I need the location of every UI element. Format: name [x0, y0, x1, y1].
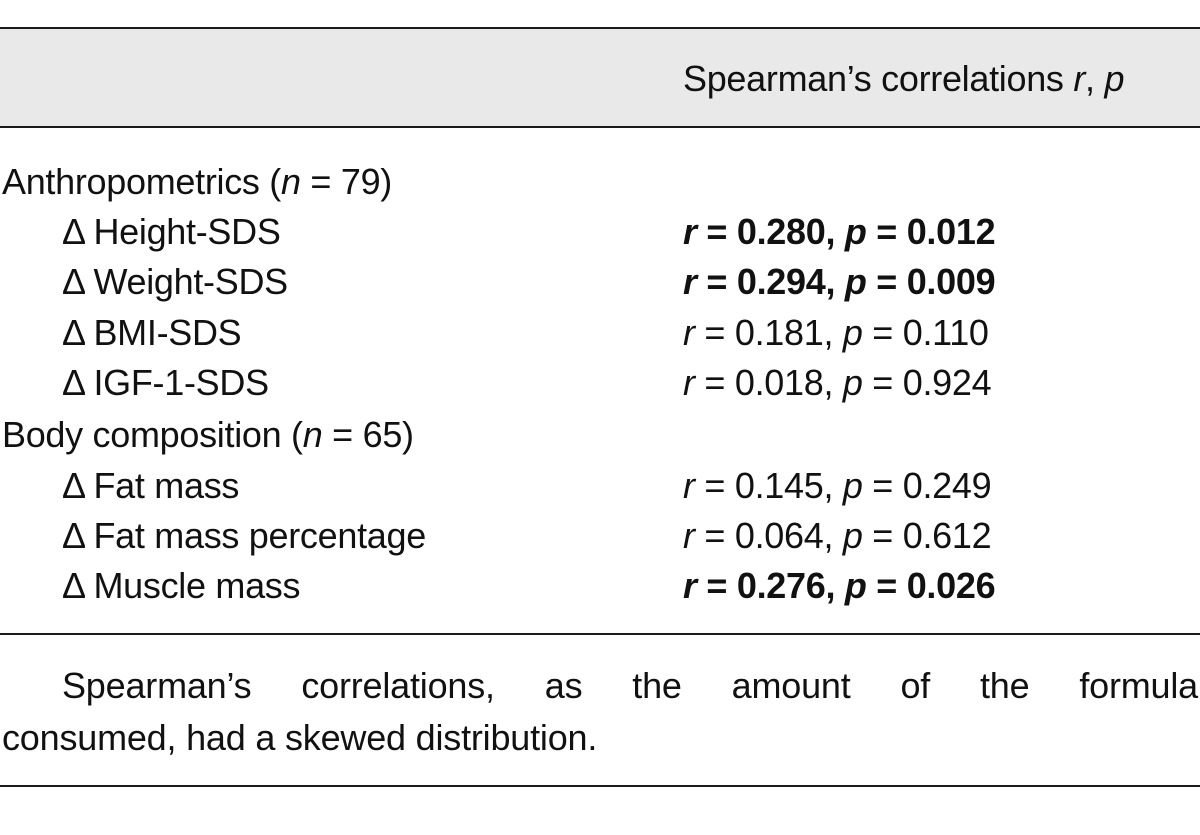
value-separator: ,	[823, 465, 843, 506]
r-symbol: r	[683, 312, 695, 353]
equals-sign: =	[862, 362, 903, 403]
correlation-value: r = 0.181, p = 0.110	[683, 308, 989, 358]
column-header-separator: ,	[1085, 58, 1105, 99]
group-label: Body composition (n = 65)	[2, 410, 414, 460]
correlation-value: r = 0.276, p = 0.026	[683, 561, 996, 611]
p-value: 0.009	[906, 261, 996, 302]
table-group-row: Body composition (n = 65)	[0, 410, 1200, 460]
variable-label: Δ Fat mass	[62, 465, 240, 506]
table-row: Δ Height-SDS r = 0.280, p = 0.012	[0, 207, 1200, 257]
variable-label: Δ Fat mass percentage	[62, 515, 426, 556]
r-value: 0.018	[734, 362, 824, 403]
p-value: 0.249	[902, 465, 992, 506]
table-group-row: Anthropometrics (n = 79)	[0, 157, 1200, 207]
value-separator: ,	[825, 565, 845, 606]
r-value: 0.280	[736, 211, 826, 252]
value-separator: ,	[825, 211, 845, 252]
column-header-r-symbol: r	[1073, 58, 1086, 99]
p-symbol: p	[844, 211, 867, 252]
equals-sign: =	[862, 515, 903, 556]
equals-sign: =	[694, 515, 735, 556]
table-row: Δ Weight-SDS r = 0.294, p = 0.009	[0, 257, 1200, 307]
value-separator: ,	[823, 515, 843, 556]
p-value: 0.110	[902, 312, 989, 353]
r-value: 0.181	[734, 312, 824, 353]
p-symbol: p	[844, 565, 867, 606]
p-symbol: p	[842, 515, 863, 556]
r-symbol: r	[683, 211, 697, 252]
footnote-bottom-rule	[0, 785, 1200, 787]
equals-sign: =	[696, 565, 737, 606]
value-separator: ,	[825, 261, 845, 302]
equals-sign: =	[696, 211, 737, 252]
r-symbol: r	[683, 565, 697, 606]
p-value: 0.026	[906, 565, 996, 606]
correlation-value: r = 0.018, p = 0.924	[683, 358, 992, 408]
table-row: Δ Muscle mass r = 0.276, p = 0.026	[0, 561, 1200, 611]
variable-label: Δ Height-SDS	[62, 211, 281, 252]
r-value: 0.064	[734, 515, 824, 556]
variable-label: Δ Muscle mass	[62, 565, 301, 606]
equals-sign: =	[694, 312, 735, 353]
equals-sign: =	[862, 312, 903, 353]
p-symbol: p	[844, 261, 867, 302]
table-row: Δ BMI-SDS r = 0.181, p = 0.110	[0, 308, 1200, 358]
r-symbol: r	[683, 362, 695, 403]
table-bottom-rule	[0, 633, 1200, 635]
column-header-p-symbol: p	[1104, 58, 1125, 99]
sample-size-symbol: n	[302, 414, 323, 455]
p-symbol: p	[842, 362, 863, 403]
correlation-value: r = 0.064, p = 0.612	[683, 511, 992, 561]
correlation-value: r = 0.280, p = 0.012	[683, 207, 996, 257]
variable-label: Δ Weight-SDS	[62, 261, 288, 302]
correlation-value: r = 0.145, p = 0.249	[683, 461, 992, 511]
equals-sign: =	[694, 465, 735, 506]
sample-size-symbol: n	[281, 161, 301, 202]
p-value: 0.924	[902, 362, 992, 403]
r-value: 0.145	[734, 465, 824, 506]
group-label: Anthropometrics (n = 79)	[2, 157, 392, 207]
group-label-text: Body composition (	[2, 414, 303, 455]
correlation-value: r = 0.294, p = 0.009	[683, 257, 996, 307]
table-row: Δ Fat mass percentage r = 0.064, p = 0.61…	[0, 511, 1200, 561]
p-value: 0.612	[902, 515, 992, 556]
variable-label: Δ BMI-SDS	[62, 312, 242, 353]
variable-label: Δ IGF-1-SDS	[62, 362, 269, 403]
equals-sign: =	[862, 465, 903, 506]
p-symbol: p	[842, 312, 863, 353]
table-top-rule	[0, 27, 1200, 29]
equals-sign: =	[866, 261, 907, 302]
table-footnote: Spearman’s correlations, as the amount o…	[2, 660, 1198, 764]
column-header-correlations: Spearman’s correlations r, p	[683, 55, 1124, 103]
sample-size-value: = 65)	[322, 414, 414, 455]
r-symbol: r	[683, 515, 695, 556]
table-row: Δ IGF-1-SDS r = 0.018, p = 0.924	[0, 358, 1200, 408]
value-separator: ,	[823, 312, 843, 353]
p-value: 0.012	[906, 211, 996, 252]
r-symbol: r	[683, 465, 695, 506]
equals-sign: =	[696, 261, 737, 302]
value-separator: ,	[823, 362, 843, 403]
equals-sign: =	[866, 565, 907, 606]
table-header	[0, 29, 1200, 126]
column-header-text: Spearman’s correlations	[683, 58, 1074, 99]
equals-sign: =	[694, 362, 735, 403]
footnote-line-2: consumed, had a skewed distribution.	[2, 717, 598, 758]
r-value: 0.294	[736, 261, 826, 302]
footnote-line-1: Spearman’s correlations, as the amount o…	[62, 665, 1198, 706]
r-symbol: r	[683, 261, 697, 302]
header-bottom-rule	[0, 126, 1200, 128]
group-label-text: Anthropometrics (	[2, 161, 281, 202]
p-symbol: p	[842, 465, 863, 506]
sample-size-value: = 79)	[300, 161, 392, 202]
table-row: Δ Fat mass r = 0.145, p = 0.249	[0, 461, 1200, 511]
equals-sign: =	[866, 211, 907, 252]
r-value: 0.276	[736, 565, 826, 606]
